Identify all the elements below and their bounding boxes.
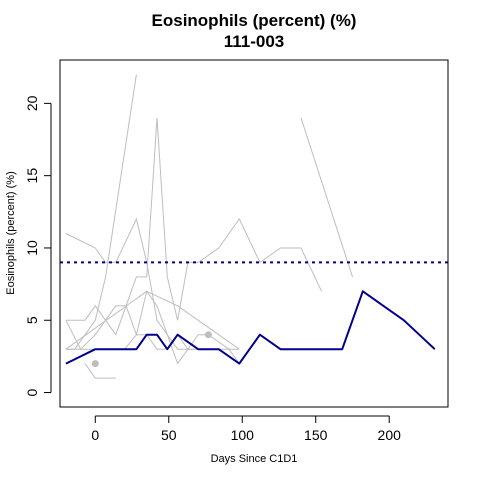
x-tick-label-150: 150 — [304, 427, 328, 443]
background-series-line-4 — [65, 290, 240, 365]
highlight-series-line — [65, 290, 436, 365]
chart-subtitle: 111-003 — [224, 32, 285, 51]
plot-frame — [59, 59, 449, 408]
background-series-line-1 — [65, 217, 240, 364]
y-tick-label-0: 0 — [24, 388, 40, 396]
x-tick-label-100: 100 — [231, 427, 255, 443]
background-series-line-8 — [300, 117, 353, 278]
y-tick-label-5: 5 — [24, 316, 40, 324]
y-tick-label-10: 10 — [24, 240, 40, 256]
axes: 0 50 100 150 200 0 5 10 15 20 — [24, 95, 401, 443]
chart-title: Eosinophils (percent) (%) — [152, 11, 357, 30]
background-series-line-7 — [65, 290, 240, 350]
background-series-line-6 — [65, 117, 323, 336]
plot-marks — [60, 74, 448, 379]
y-tick-label-20: 20 — [24, 95, 40, 111]
background-point-1 — [91, 360, 99, 368]
x-axis-label: Days Since C1D1 — [211, 453, 298, 465]
x-tick-label-50: 50 — [161, 427, 177, 443]
y-axis-label: Eosinophils (percent) (%) — [5, 171, 17, 295]
background-point-2 — [204, 331, 212, 339]
background-series-line-3 — [84, 363, 116, 379]
x-tick-label-0: 0 — [91, 427, 99, 443]
y-tick-label-15: 15 — [24, 168, 40, 184]
background-series-line-5 — [65, 333, 199, 350]
x-tick-label-200: 200 — [378, 427, 402, 443]
